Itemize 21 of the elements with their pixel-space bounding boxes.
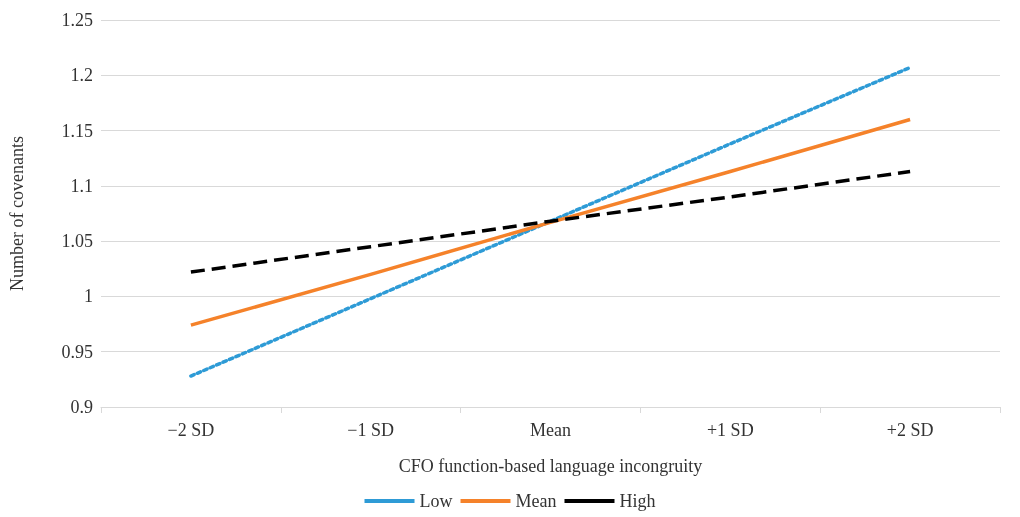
y-tick-label: 1.1 [70, 175, 93, 196]
y-axis-title: Number of covenants [7, 136, 27, 291]
x-tick-label: −1 SD [347, 420, 395, 440]
y-tick-label: 1.2 [70, 65, 93, 86]
y-tick-label: 1.15 [61, 120, 93, 141]
x-tick-label: −2 SD [167, 420, 215, 440]
y-tick-label: 1.25 [61, 10, 93, 30]
y-tick-label: 1 [84, 286, 93, 307]
x-tick-label: +1 SD [706, 420, 754, 440]
legend-label: Mean [515, 491, 557, 511]
line-series [189, 65, 912, 378]
y-tick-label: 1.05 [61, 231, 93, 252]
y-tick-label: 0.95 [61, 341, 93, 362]
x-tick-label: +2 SD [886, 420, 934, 440]
y-tick-label: 0.9 [70, 397, 93, 417]
x-axis-title: CFO function-based language incongruity [398, 456, 703, 476]
legend-label: Low [419, 491, 453, 511]
x-tick-label: Mean [530, 420, 571, 440]
line-series [189, 169, 912, 274]
line-series [189, 117, 912, 327]
legend-label: High [619, 491, 656, 511]
